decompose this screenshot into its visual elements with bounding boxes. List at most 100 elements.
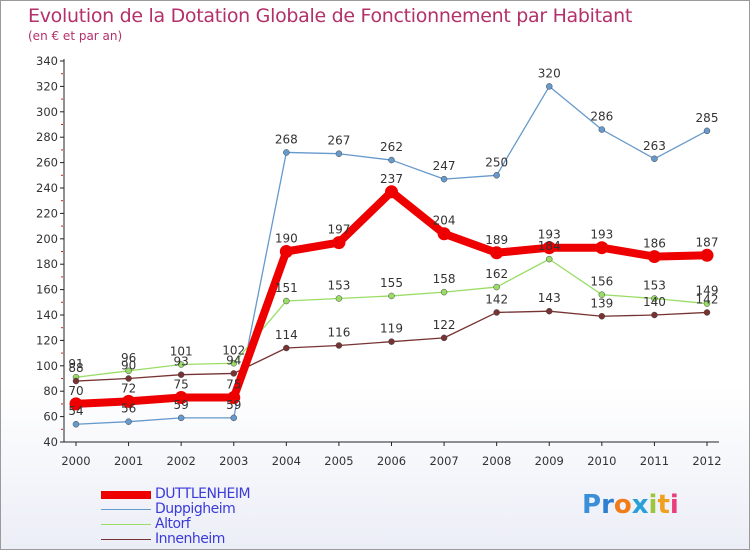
data-point <box>177 371 185 378</box>
data-label: 204 <box>433 214 456 228</box>
data-label: 184 <box>538 239 561 253</box>
data-label: 94 <box>226 353 241 367</box>
data-point <box>546 255 553 263</box>
y-tick-label: 280 <box>36 130 58 144</box>
data-point <box>388 156 395 164</box>
data-label: 59 <box>174 398 189 412</box>
x-tick-label: 2011 <box>640 454 669 468</box>
logo-letter: o <box>613 490 632 520</box>
data-point <box>490 246 504 260</box>
data-label: 139 <box>590 296 613 310</box>
data-point <box>230 360 237 367</box>
data-label: 189 <box>485 233 508 247</box>
legend-label-innenheim: Innenheim <box>155 531 225 547</box>
data-label: 149 <box>696 284 719 298</box>
data-label: 59 <box>226 398 241 412</box>
data-point <box>440 288 448 296</box>
data-label: 140 <box>643 295 666 309</box>
data-label: 119 <box>380 322 403 336</box>
logo-letter: r <box>601 490 614 520</box>
data-point <box>703 309 711 316</box>
x-tick-label: 2012 <box>692 454 721 468</box>
data-label: 70 <box>68 384 83 398</box>
data-point <box>122 394 136 408</box>
data-point <box>72 420 80 428</box>
data-label: 237 <box>380 172 403 186</box>
logo-letter: i <box>669 490 679 520</box>
data-label: 156 <box>590 275 613 289</box>
x-tick-label: 2003 <box>219 454 248 468</box>
y-tick-label: 200 <box>36 232 58 246</box>
data-point <box>335 150 343 157</box>
data-point <box>388 338 395 345</box>
x-tick-label: 2005 <box>324 454 353 468</box>
data-point <box>335 295 343 302</box>
data-point <box>230 414 237 422</box>
legend-item-duttlenheim: DUTTLENHEIM <box>101 486 401 502</box>
data-point <box>72 377 80 385</box>
data-label: 193 <box>538 228 561 242</box>
y-tick-label: 140 <box>36 308 58 322</box>
data-label: 142 <box>696 292 719 306</box>
y-tick-label: 240 <box>36 181 58 195</box>
data-label: 193 <box>590 228 613 242</box>
y-tick-label: 340 <box>36 54 58 68</box>
data-label: 187 <box>696 235 719 249</box>
data-label: 122 <box>433 318 456 332</box>
data-point <box>595 241 609 255</box>
chart-subtitle: (en € et par an) <box>28 29 123 43</box>
data-label: 190 <box>275 232 298 246</box>
y-tick-label: 160 <box>36 283 58 297</box>
y-tick-label: 120 <box>36 333 58 347</box>
x-tick-label: 2002 <box>167 454 196 468</box>
data-label: 151 <box>275 281 298 295</box>
chart-legend: DUTTLENHEIM Duppigheim Altorf Innenheim <box>101 486 401 547</box>
data-point <box>125 367 132 375</box>
data-label: 101 <box>170 345 193 359</box>
y-tick-label: 80 <box>43 384 58 398</box>
data-label: 162 <box>485 267 508 281</box>
data-point <box>125 375 132 382</box>
data-point <box>651 311 658 319</box>
y-tick-label: 180 <box>36 257 58 271</box>
data-point <box>283 297 290 305</box>
data-point <box>227 391 241 405</box>
data-point <box>651 295 658 302</box>
data-point <box>651 155 658 163</box>
data-point <box>440 175 448 183</box>
y-tick-label: 220 <box>36 206 58 220</box>
chart-title: Evolution de la Dotation Globale de Fonc… <box>28 5 633 27</box>
data-point <box>283 149 290 156</box>
logo-letter: i <box>648 490 658 520</box>
data-point <box>335 342 343 349</box>
data-label: 267 <box>327 134 350 148</box>
y-tick-label: 60 <box>43 410 58 424</box>
x-tick-label: 2000 <box>61 454 90 468</box>
data-label: 155 <box>380 276 403 290</box>
x-tick-label: 2009 <box>535 454 564 468</box>
data-point <box>174 391 188 405</box>
y-tick-label: 320 <box>36 79 58 93</box>
chart-axes: 40 60 80 100 120 140 160 180 200 220 240 260 280 300 3… <box>36 54 722 468</box>
x-tick-label: 2010 <box>587 454 616 468</box>
data-point <box>125 418 132 425</box>
data-label: 158 <box>433 272 456 286</box>
data-label: 75 <box>226 378 241 392</box>
data-label: 96 <box>121 351 136 365</box>
chart-series <box>69 83 714 428</box>
legend-swatch-innenheim <box>101 539 151 540</box>
data-label: 72 <box>121 381 136 395</box>
y-tick-label: 300 <box>36 105 58 119</box>
data-point <box>437 227 451 241</box>
series-line-duppigheim <box>75 85 708 425</box>
legend-label-altorf: Altorf <box>155 516 191 532</box>
data-point <box>279 245 293 258</box>
data-label: 116 <box>327 325 350 339</box>
data-point <box>703 127 711 135</box>
data-label: 88 <box>68 361 83 375</box>
data-label: 143 <box>538 291 561 305</box>
y-tick-label: 100 <box>36 359 58 373</box>
data-label: 54 <box>68 404 83 418</box>
